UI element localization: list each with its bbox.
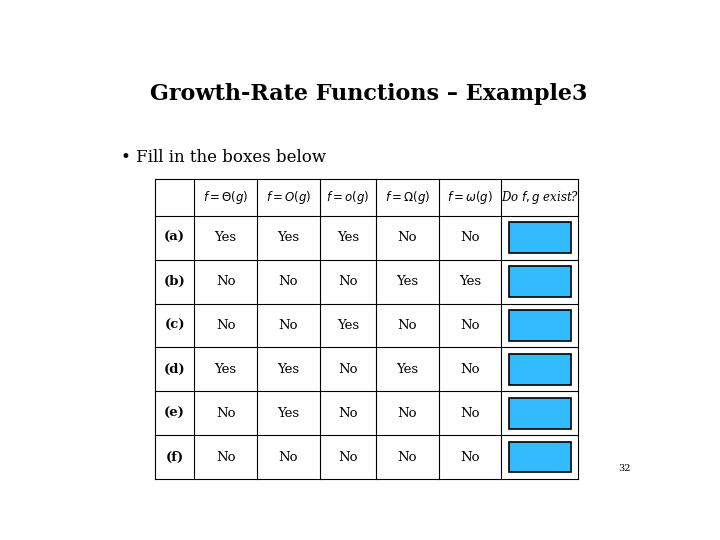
Text: No: No [460, 363, 480, 376]
Text: No: No [279, 275, 298, 288]
Text: • Fill in the boxes below: • Fill in the boxes below [121, 148, 326, 166]
Text: Yes: Yes [277, 231, 300, 244]
Text: No: No [338, 275, 358, 288]
Text: (f): (f) [166, 450, 184, 464]
Text: Yes: Yes [277, 407, 300, 420]
Text: Yes: Yes [459, 275, 481, 288]
Text: $f = \omega(g)$: $f = \omega(g)$ [447, 189, 493, 206]
Text: No: No [397, 231, 417, 244]
Text: (a): (a) [164, 231, 185, 244]
Text: No: No [460, 450, 480, 464]
Text: $f = \Omega(g)$: $f = \Omega(g)$ [384, 189, 430, 206]
Text: Yes: Yes [396, 275, 418, 288]
Text: Yes: Yes [277, 363, 300, 376]
Text: Growth-Rate Functions – Example3: Growth-Rate Functions – Example3 [150, 83, 588, 105]
Text: Yes: Yes [337, 231, 359, 244]
Text: Do $f,g$ exist?: Do $f,g$ exist? [501, 189, 579, 206]
Text: No: No [460, 319, 480, 332]
Text: No: No [397, 407, 417, 420]
Bar [509, 266, 571, 297]
Text: No: No [216, 407, 235, 420]
Text: (d): (d) [164, 363, 186, 376]
Text: Yes: Yes [215, 231, 237, 244]
Text: Yes: Yes [337, 319, 359, 332]
Text: Yes: Yes [215, 363, 237, 376]
Text: No: No [397, 319, 417, 332]
Text: No: No [279, 319, 298, 332]
Text: No: No [460, 407, 480, 420]
Text: No: No [338, 450, 358, 464]
Bar [509, 442, 571, 472]
Bar [509, 354, 571, 384]
Text: No: No [338, 407, 358, 420]
Bar [509, 310, 571, 341]
Text: No: No [279, 450, 298, 464]
Text: No: No [338, 363, 358, 376]
Bar [509, 398, 571, 429]
Text: Yes: Yes [396, 363, 418, 376]
Text: No: No [216, 275, 235, 288]
Text: No: No [216, 450, 235, 464]
Text: $f = \Theta(g)$: $f = \Theta(g)$ [203, 189, 248, 206]
Text: (c): (c) [164, 319, 185, 332]
Text: No: No [216, 319, 235, 332]
Text: (e): (e) [164, 407, 185, 420]
Text: $f = o(g)$: $f = o(g)$ [326, 189, 369, 206]
Text: No: No [460, 231, 480, 244]
Text: No: No [397, 450, 417, 464]
Text: (b): (b) [163, 275, 186, 288]
Bar [509, 222, 571, 253]
Text: 32: 32 [618, 464, 631, 473]
Text: $f = O(g)$: $f = O(g)$ [266, 189, 311, 206]
